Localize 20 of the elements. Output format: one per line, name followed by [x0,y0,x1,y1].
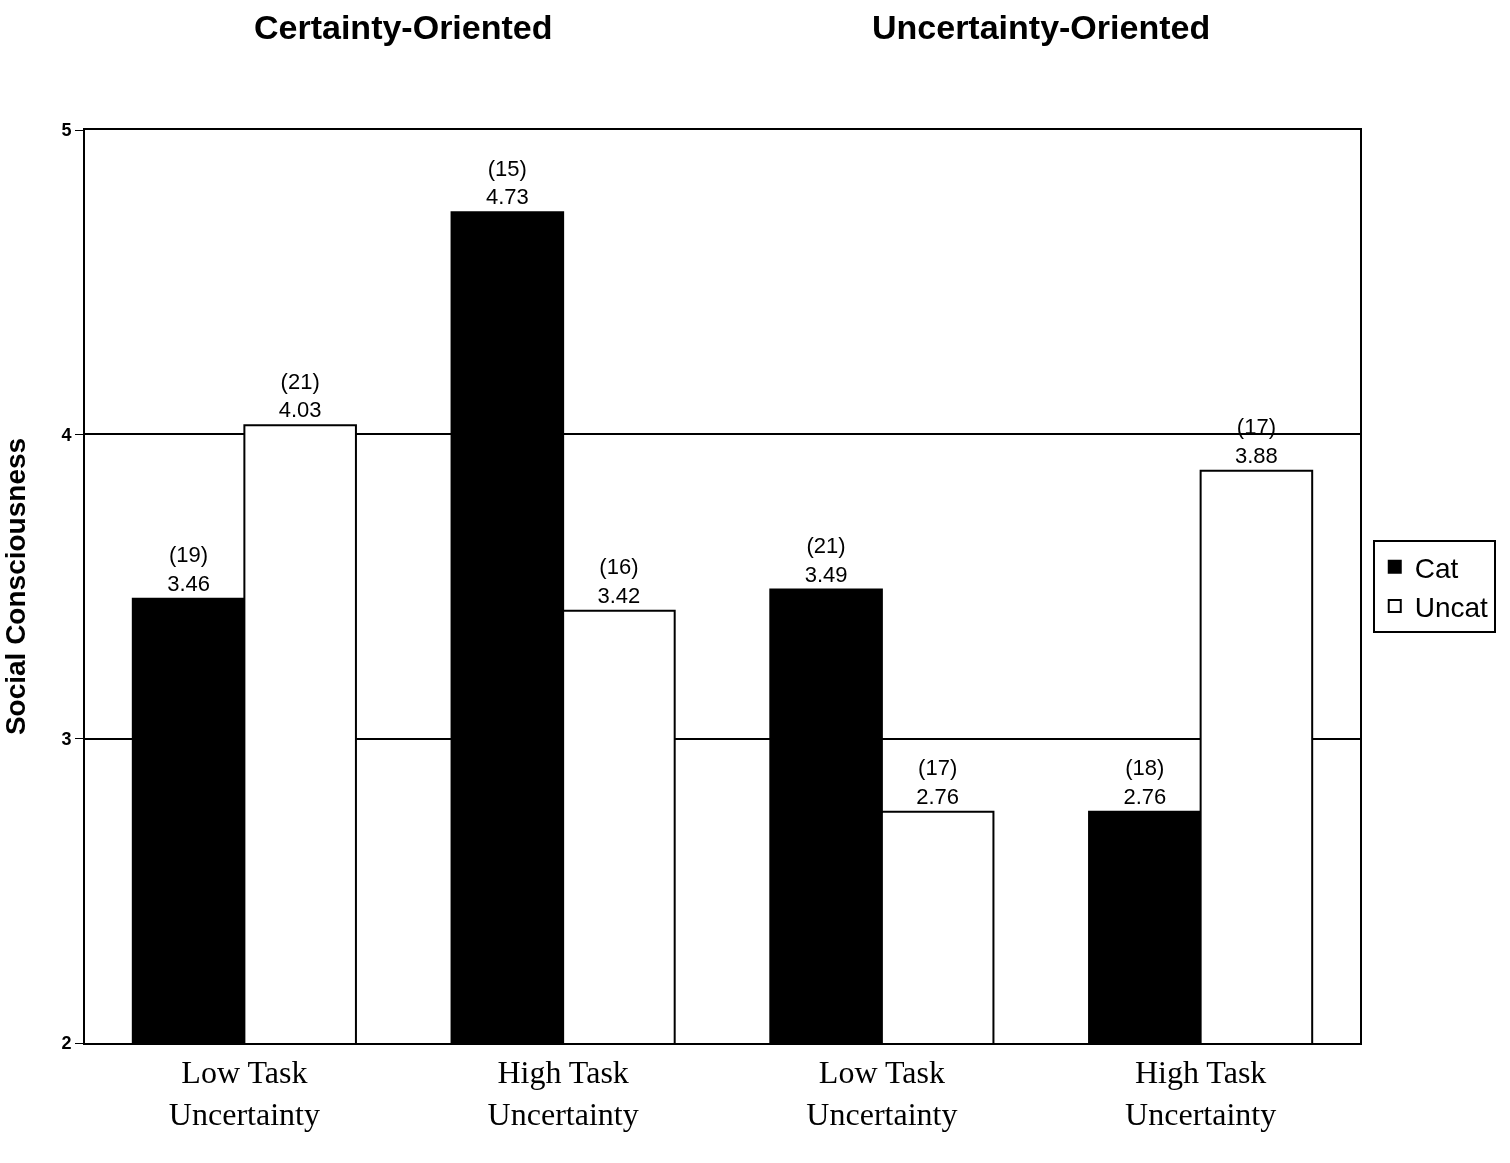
x-tick-label: High Task Uncertainty [1125,1054,1277,1132]
data-label: (21) 3.49 [804,532,848,587]
y-axis-title: Social Consciousness [0,437,31,736]
y-tick-label: 5 [61,120,72,141]
y-tick-label: 2 [61,1033,72,1054]
x-tick-label: High Task Uncertainty [487,1054,639,1132]
y-tick-label: 3 [61,728,72,749]
data-label: (18) 2.76 [1123,755,1167,809]
data-label: (17) 2.76 [916,755,960,809]
x-tick-label: Low Task Uncertainty [168,1054,320,1132]
x-tick-label: Low Task Uncertainty [806,1054,958,1132]
legend-label: Cat [1414,552,1459,584]
text: Uncertainty-Oriented [872,8,1211,46]
data-label: (21) 4.03 [278,368,322,423]
data-label: (16) 3.42 [597,554,641,608]
y-tick-label: 4 [61,424,72,445]
data-label: (19) 3.46 [167,542,211,596]
text: Certainty-Oriented [254,8,553,46]
legend-label: Uncat [1414,592,1489,624]
data-label: (15) 4.73 [485,155,529,210]
